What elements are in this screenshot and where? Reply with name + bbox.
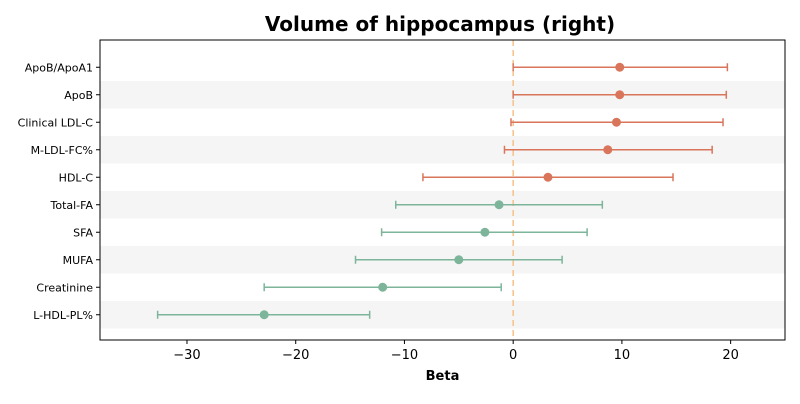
point-estimate bbox=[480, 227, 490, 237]
x-tick-label: −20 bbox=[282, 348, 309, 363]
x-axis: −30 −20 −10 0 10 20 bbox=[173, 340, 739, 363]
x-tick-label: 10 bbox=[614, 348, 631, 363]
x-tick-label: −30 bbox=[173, 348, 200, 363]
y-tick-label: Clinical LDL-C bbox=[18, 116, 94, 129]
point-estimate bbox=[378, 282, 388, 292]
y-tick-label: SFA bbox=[73, 226, 93, 239]
x-tick-label: 20 bbox=[722, 348, 739, 363]
point-estimate bbox=[611, 117, 621, 127]
y-axis: ApoB/ApoA1 ApoB Clinical LDL-C M-LDL-FC% HDL… bbox=[18, 61, 100, 322]
point-estimate bbox=[615, 62, 625, 72]
point-estimate bbox=[259, 310, 269, 320]
y-tick-label: Creatinine bbox=[36, 281, 93, 294]
plot-frame bbox=[99, 39, 786, 341]
point-estimate bbox=[615, 90, 625, 100]
estimate-row bbox=[156, 310, 371, 320]
x-tick-label: −10 bbox=[391, 348, 418, 363]
estimate-row bbox=[354, 255, 563, 265]
x-tick-label: 0 bbox=[509, 348, 517, 363]
y-tick-label: ApoB bbox=[64, 89, 93, 102]
estimate-row bbox=[263, 282, 502, 292]
y-tick-label: L-HDL-PL% bbox=[33, 309, 93, 322]
y-tick-label: Total-FA bbox=[49, 199, 93, 212]
estimate-row bbox=[394, 200, 604, 210]
y-tick-label: ApoB/ApoA1 bbox=[25, 61, 93, 74]
point-estimate bbox=[494, 200, 504, 210]
x-axis-label: Beta bbox=[426, 369, 460, 384]
y-tick-label: MUFA bbox=[63, 254, 94, 267]
point-estimate bbox=[454, 255, 464, 265]
estimate-row bbox=[380, 227, 588, 237]
estimate-row bbox=[512, 90, 728, 100]
point-estimate bbox=[543, 172, 553, 182]
estimate-row bbox=[503, 145, 713, 155]
y-tick-label: M-LDL-FC% bbox=[31, 144, 93, 157]
estimate-row bbox=[510, 117, 724, 127]
estimates-group bbox=[156, 62, 729, 320]
estimate-row bbox=[512, 62, 729, 72]
chart-title: Volume of hippocampus (right) bbox=[265, 12, 615, 36]
estimate-row bbox=[422, 172, 674, 182]
point-estimate bbox=[603, 145, 613, 155]
y-tick-label: HDL-C bbox=[59, 171, 94, 184]
